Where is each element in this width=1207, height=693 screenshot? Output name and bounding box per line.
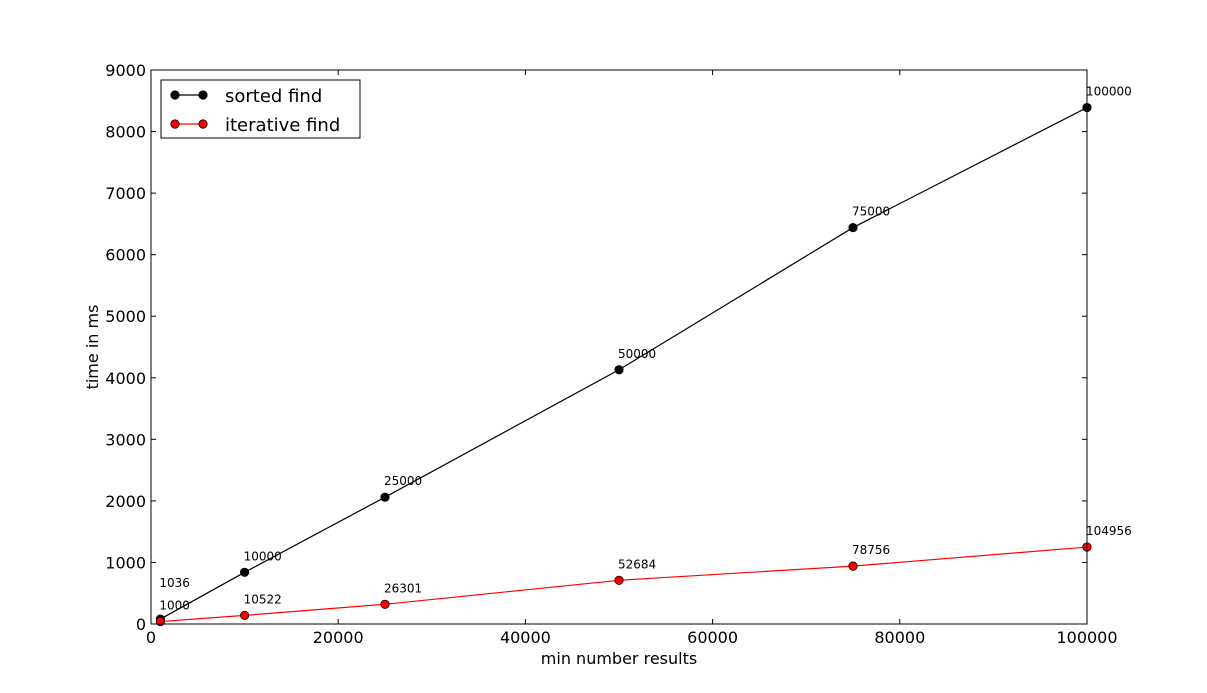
data-label: 1036: [159, 576, 190, 590]
series-line: [160, 546, 1088, 623]
legend-label: sorted find: [225, 86, 322, 107]
plot-frame: [150, 69, 1088, 625]
y-tick-label: 7000: [105, 184, 146, 203]
x-tick-label: 100000: [1056, 628, 1117, 647]
data-point: [380, 492, 390, 502]
data-label: 25000: [384, 474, 422, 488]
series-line: [160, 107, 1088, 620]
plot-area: 1036 10000 25000 50000 75000 100000 1000 10522 2…: [155, 85, 1132, 627]
legend-label: iterative find: [225, 115, 340, 136]
data-point: [848, 222, 858, 233]
x-axis-label: min number results: [541, 649, 697, 668]
y-tick-label: 8000: [105, 123, 146, 142]
legend-marker: [170, 90, 180, 100]
data-point: [240, 610, 250, 620]
series-0: 1036 10000 25000 50000 75000 100000: [155, 85, 1132, 624]
y-axis-label: time in ms: [83, 305, 102, 390]
data-point: [614, 575, 624, 585]
y-tick-label: 3000: [105, 430, 146, 449]
y-tick-label: 9000: [105, 61, 146, 80]
x-tick-label: 20000: [313, 628, 364, 647]
data-point: [380, 599, 390, 609]
legend-marker: [198, 90, 208, 100]
data-label: 104956: [1086, 524, 1132, 538]
data-label: 75000: [852, 205, 890, 219]
data-point: [614, 365, 624, 375]
series-1: 1000 10522 26301 52684 78756 104956: [155, 524, 1132, 627]
y-tick-label: 4000: [105, 369, 146, 388]
data-label: 1000: [159, 599, 190, 613]
legend-marker: [198, 119, 208, 129]
axes: 0 20000 40000 60000 80000 100000 0 1000 2000 3000…: [105, 61, 1117, 647]
legend-item: iterative find: [170, 115, 340, 136]
y-tick-label: 0: [136, 615, 146, 634]
legend-box: [160, 79, 361, 139]
y-tick-label: 2000: [105, 492, 146, 511]
legend: sorted find iterative find: [160, 79, 361, 139]
data-label: 26301: [384, 581, 422, 595]
x-tick-label: 60000: [687, 628, 738, 647]
data-label: 52684: [618, 557, 656, 571]
data-label: 100000: [1086, 85, 1132, 99]
data-label: 50000: [618, 347, 656, 361]
y-tick-label: 5000: [105, 307, 146, 326]
data-point: [848, 561, 858, 571]
data-label: 78756: [852, 543, 890, 557]
data-label: 10522: [244, 592, 282, 606]
legend-marker: [170, 119, 180, 129]
x-tick-label: 80000: [874, 628, 925, 647]
y-tick-label: 6000: [105, 246, 146, 265]
data-point: [240, 567, 250, 577]
legend-item: sorted find: [170, 86, 322, 107]
x-tick-label: 40000: [500, 628, 551, 647]
data-label: 10000: [244, 549, 282, 563]
y-tick-label: 1000: [105, 553, 146, 572]
x-tick-label: 0: [146, 628, 156, 647]
